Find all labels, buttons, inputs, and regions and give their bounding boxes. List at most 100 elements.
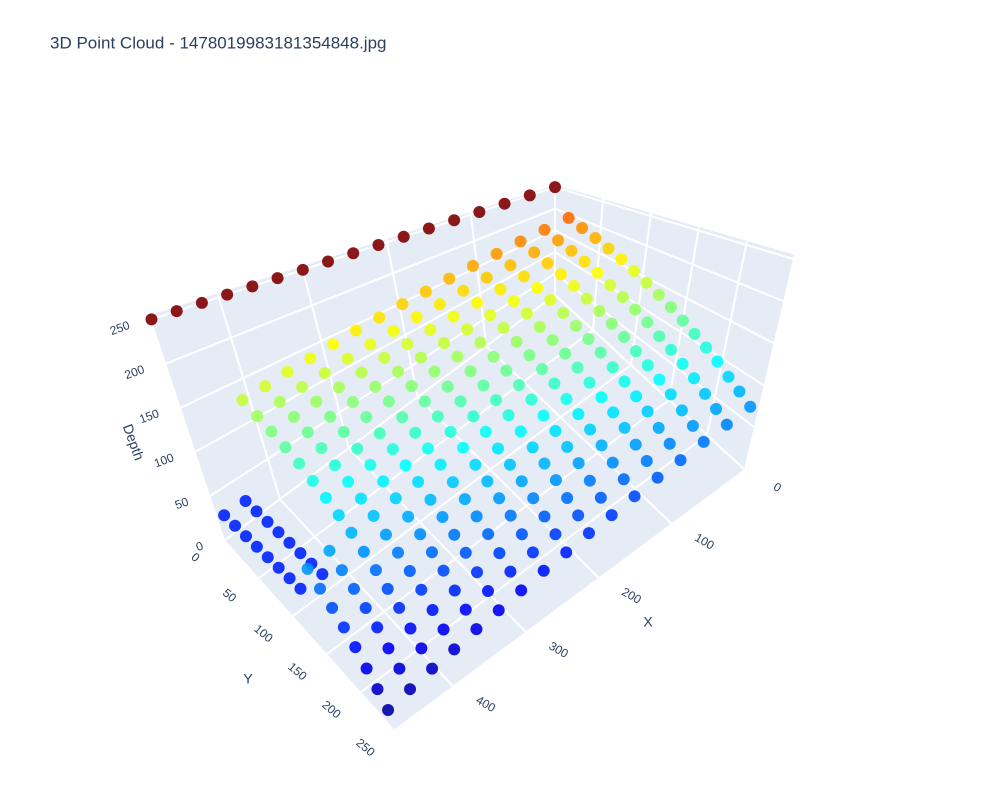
grid-line: [326, 399, 670, 655]
point: [549, 528, 562, 541]
z-tick-label: 100: [152, 450, 176, 470]
point: [393, 662, 406, 675]
point: [470, 510, 483, 523]
floor-pane: [225, 295, 745, 730]
point: [607, 406, 620, 419]
z-tick-label: 150: [137, 406, 161, 426]
point: [221, 288, 234, 301]
y-tick-label: 100: [251, 622, 276, 646]
point: [482, 528, 495, 541]
point: [246, 280, 259, 293]
point: [265, 425, 278, 438]
point: [605, 317, 618, 330]
point: [345, 526, 358, 539]
point: [250, 540, 263, 553]
point: [490, 394, 503, 407]
point: [720, 418, 733, 431]
point: [457, 284, 470, 297]
point: [387, 324, 400, 337]
point: [346, 396, 359, 409]
point: [552, 234, 565, 247]
point: [437, 623, 450, 636]
point: [389, 492, 402, 505]
point: [293, 457, 306, 470]
point: [379, 528, 392, 541]
z-tick-label: 250: [108, 318, 132, 338]
point: [360, 411, 373, 424]
point: [688, 372, 701, 385]
point: [447, 310, 460, 323]
point: [561, 440, 574, 453]
point: [239, 494, 252, 507]
point: [641, 359, 654, 372]
grid-line: [165, 207, 556, 365]
point: [433, 298, 446, 311]
point: [418, 395, 431, 408]
point: [355, 366, 368, 379]
point: [515, 475, 528, 488]
point: [481, 475, 494, 488]
point: [606, 456, 619, 469]
point: [554, 268, 567, 281]
point: [507, 295, 520, 308]
point: [562, 211, 575, 224]
point: [531, 281, 544, 294]
point: [424, 493, 437, 506]
point: [396, 411, 409, 424]
grid-line: [668, 226, 700, 401]
grid-line: [216, 293, 281, 500]
point: [605, 509, 618, 522]
point: [536, 363, 549, 376]
point: [310, 395, 323, 408]
point: [461, 323, 474, 336]
point: [316, 568, 329, 581]
point: [337, 621, 350, 634]
point: [335, 564, 348, 577]
point: [471, 566, 484, 579]
point: [448, 643, 461, 656]
point: [487, 350, 500, 363]
point: [359, 601, 372, 614]
point: [470, 296, 483, 309]
point: [480, 271, 493, 284]
point: [565, 244, 578, 257]
point: [364, 458, 377, 471]
point: [629, 438, 642, 451]
point: [641, 405, 654, 418]
point: [272, 561, 285, 574]
point: [404, 683, 417, 696]
point: [583, 474, 596, 487]
point: [314, 582, 327, 595]
point: [332, 381, 345, 394]
point: [329, 459, 342, 472]
point: [602, 242, 615, 255]
point: [548, 377, 561, 390]
point: [498, 197, 511, 210]
x-tick-label: 0: [771, 480, 784, 496]
point: [396, 298, 409, 311]
point: [473, 205, 486, 218]
point: [593, 304, 606, 317]
point: [618, 375, 631, 388]
point: [618, 421, 631, 434]
point: [710, 403, 723, 416]
point: [419, 285, 432, 298]
point: [493, 547, 506, 560]
point: [561, 492, 574, 505]
point: [441, 380, 454, 393]
point: [576, 222, 589, 235]
point: [315, 442, 328, 455]
point: [606, 361, 619, 374]
point: [397, 230, 410, 243]
point: [369, 564, 382, 577]
point: [653, 373, 666, 386]
point: [699, 387, 712, 400]
y-axis-title: Y: [243, 671, 253, 687]
point: [676, 314, 689, 327]
point: [341, 352, 354, 365]
point: [595, 391, 608, 404]
point: [436, 511, 449, 524]
point: [569, 319, 582, 332]
point: [422, 222, 435, 235]
grid-line: [394, 469, 746, 731]
